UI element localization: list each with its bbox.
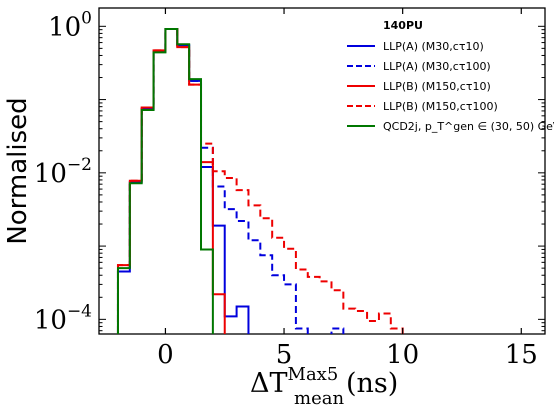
x-axis-label-unit: (ns) <box>346 368 398 399</box>
series-line-2 <box>116 27 226 334</box>
y-tick-label-1: 10−2 <box>34 155 92 189</box>
plot-frame <box>98 7 546 335</box>
y-axis: 100 10−2 10−4 <box>34 8 545 335</box>
legend-label-1: LLP(A) (M30,cτ100) <box>383 60 491 73</box>
legend-label-4: QCD2j, p_T^gen ∈ (30, 50) GeV <box>383 120 554 133</box>
x-axis-label-sup: Max5 <box>288 364 339 385</box>
legend-label-3: LLP(B) (M150,cτ100) <box>383 100 498 113</box>
y-tick-label-0: 100 <box>48 8 92 42</box>
legend-label-0: LLP(A) (M30,cτ10) <box>383 40 484 53</box>
x-axis-label-main: ΔT <box>250 368 288 399</box>
y-axis-label: Normalised <box>3 97 33 244</box>
y-tick-label-2: 10−4 <box>34 301 92 335</box>
legend-label-2: LLP(B) (M150,cτ10) <box>383 80 491 93</box>
x-tick-label-1: 5 <box>276 340 293 370</box>
series-layer <box>116 27 404 334</box>
series-line-0 <box>116 27 250 334</box>
x-tick-label-3: 15 <box>505 340 538 370</box>
x-tick-label-0: 0 <box>157 340 174 370</box>
x-axis-label-sub: mean <box>294 388 344 409</box>
series-line-4 <box>116 27 214 334</box>
x-axis-label: ΔTMax5 mean(ns) <box>250 364 398 409</box>
x-axis: 0 5 10 15 <box>157 8 538 370</box>
legend-title: 140PU <box>383 19 423 32</box>
legend: 140PU LLP(A) (M30,cτ10) LLP(A) (M30,cτ100… <box>347 19 554 133</box>
x-tick-label-2: 10 <box>386 340 419 370</box>
